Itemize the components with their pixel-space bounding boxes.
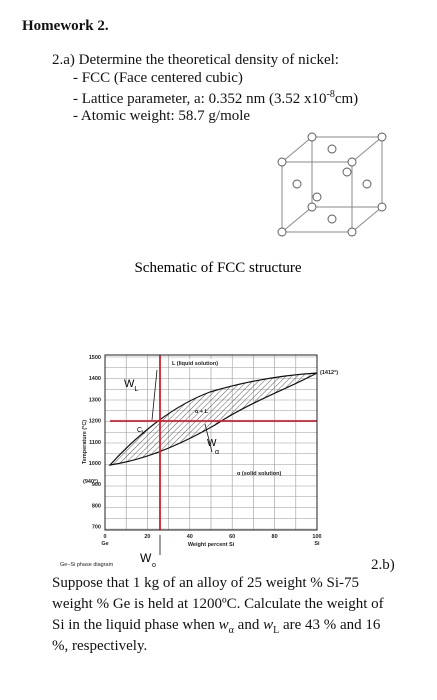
- axis-end-label: Ge: [101, 541, 108, 547]
- x-tick-label: 80: [272, 534, 278, 540]
- atom: [327, 214, 337, 224]
- paragraph-line: Si in the liquid phase when wα and wL ar…: [52, 617, 380, 636]
- cube-edge: [351, 136, 383, 163]
- melting-point: (940°): [83, 479, 98, 485]
- figure-caption: Schematic of FCC structure: [134, 260, 301, 276]
- subscript: α: [228, 625, 234, 636]
- diagram-caption: Ge–Si phase diagram: [60, 562, 114, 568]
- x-tick-label: 40: [187, 534, 193, 540]
- label-bg: [170, 359, 232, 367]
- bullet-text: - Lattice parameter, a: 0.352 nm (3.52 x…: [73, 91, 327, 107]
- x-tick-label: 100: [312, 534, 321, 540]
- region-label: α + L: [195, 409, 209, 415]
- problem-label: 2.b): [371, 557, 395, 573]
- paragraph-line: Suppose that 1 kg of an alloy of 25 weig…: [52, 575, 360, 591]
- exponent: -8: [326, 89, 335, 100]
- atom: [347, 227, 357, 237]
- symbol: w: [263, 617, 274, 633]
- cube-edge: [281, 206, 313, 233]
- two-phase-region: [108, 372, 318, 466]
- paragraph-line: weight % Ge is held at 1200ºC. Calculate…: [52, 596, 384, 612]
- y-tick-label: 1100: [89, 440, 101, 446]
- x-tick-label: 60: [229, 534, 235, 540]
- region-label: L (liquid solution): [172, 361, 218, 367]
- symbol: C: [137, 427, 142, 434]
- y-tick-label: 700: [92, 525, 101, 531]
- cube-edge: [311, 136, 383, 208]
- atom: [327, 144, 337, 154]
- bullet: - Atomic weight: 58.7 g/mole: [73, 108, 251, 124]
- fcc-atoms: [277, 132, 387, 237]
- subscript: α: [215, 449, 219, 456]
- fcc-cube: [281, 136, 383, 233]
- text: are 43 % and 16: [279, 617, 381, 633]
- bullet: - FCC (Face centered cubic): [73, 70, 243, 86]
- cl-label: CL: [137, 427, 145, 436]
- y-tick-label: 1400: [89, 376, 101, 382]
- pointer: [204, 423, 213, 453]
- problem-lead: 2.a) Determine the theoretical density o…: [52, 52, 339, 68]
- title: Homework 2.: [22, 18, 109, 34]
- y-tick-label: 1300: [89, 397, 101, 403]
- text: Si in the liquid phase when: [52, 617, 219, 633]
- pointer: [151, 369, 158, 421]
- y-axis-label: Temperature (°C): [82, 420, 88, 464]
- axis-end-label: Si: [314, 541, 320, 547]
- melting-point: (1412°): [320, 370, 338, 376]
- paragraph-line: %, respectively.: [52, 638, 148, 654]
- atom: [277, 157, 287, 167]
- y-tick-label: 800: [92, 503, 101, 509]
- cube-edge: [281, 161, 353, 233]
- symbol: W: [140, 551, 152, 565]
- atom: [307, 202, 317, 212]
- cube-edge: [281, 136, 313, 163]
- atom: [362, 179, 372, 189]
- y-tick-label: 1000: [89, 461, 101, 467]
- y-tick-label: 1500: [89, 355, 101, 361]
- text: and: [233, 617, 264, 633]
- wl-label: WL: [124, 378, 138, 393]
- x-axis-label: Weight percent Si: [188, 542, 235, 548]
- atom: [377, 132, 387, 142]
- bullet: - Lattice parameter, a: 0.352 nm (3.52 x…: [73, 89, 358, 108]
- plot-frame: [104, 354, 318, 531]
- atom: [312, 192, 322, 202]
- symbol: W: [124, 378, 135, 390]
- y-tick-label: 1200: [89, 419, 101, 425]
- bullet-text: cm): [334, 91, 359, 107]
- region-label: α (solid solution): [237, 471, 281, 477]
- atom: [292, 179, 302, 189]
- atom: [307, 132, 317, 142]
- atom: [377, 202, 387, 212]
- atom: [347, 157, 357, 167]
- x-tick-label: 20: [144, 534, 150, 540]
- cube-edge: [351, 206, 383, 233]
- subscript: L: [142, 430, 145, 436]
- symbol: W: [207, 438, 217, 449]
- symbol: w: [218, 617, 229, 633]
- y-tick-label: 900: [92, 482, 101, 488]
- subscript: L: [273, 625, 280, 636]
- atom: [277, 227, 287, 237]
- subscript: L: [134, 386, 138, 393]
- x-tick-label: 0: [103, 534, 106, 540]
- subscript: o: [152, 562, 156, 569]
- w0-label: Wo: [140, 551, 156, 569]
- atom: [342, 167, 352, 177]
